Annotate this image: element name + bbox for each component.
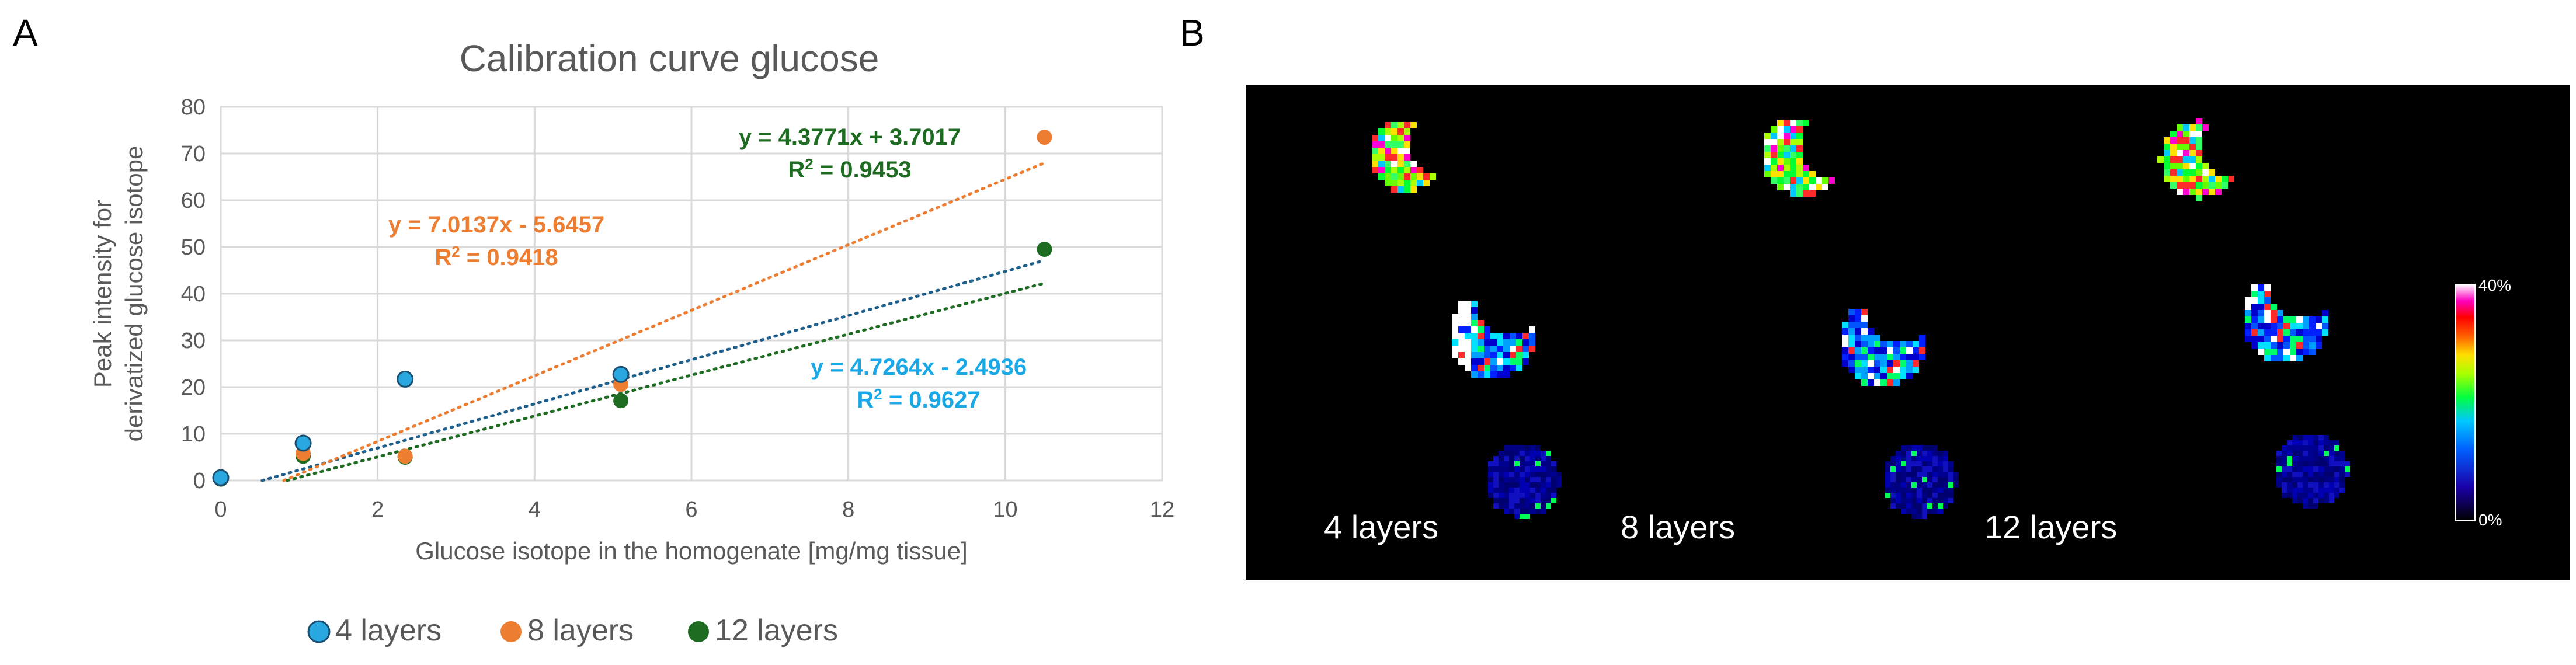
point-12-layers xyxy=(1037,242,1052,257)
tissue-top-12-layers xyxy=(2157,118,2234,201)
y-tick-label: 10 xyxy=(181,422,206,447)
x-tick-label: 10 xyxy=(993,497,1017,522)
tissue-mid-8-layers xyxy=(1842,309,1925,386)
x-tick-label: 12 xyxy=(1150,497,1174,522)
point-4-layers xyxy=(397,370,414,388)
y-tick-label: 30 xyxy=(181,329,206,353)
legend-label-8-layers: 8 layers xyxy=(527,614,634,647)
y-axis-label-line-2: derivatized glucose isotope xyxy=(120,146,148,442)
trendline-8-layers xyxy=(282,161,1046,482)
tissue-images xyxy=(1372,118,2350,519)
tissue-bottom-4-layers xyxy=(1488,445,1562,519)
chart-title: Calibration curve glucose xyxy=(460,37,879,79)
legend-label-12-layers: 12 layers xyxy=(715,614,838,647)
legend-marker-4-layers xyxy=(307,620,331,643)
x-axis-label: Glucose isotope in the homogenate [mg/mg… xyxy=(415,537,968,565)
r2-value-12-layers: 0.9453 xyxy=(840,157,911,183)
y-tick-label: 0 xyxy=(193,469,206,493)
tick-labels: 0 10 20 30 40 50 60 70 80 0 2 4 6 8 10 12 xyxy=(181,95,1174,522)
colorbar-gradient xyxy=(2455,284,2476,521)
panel-a-label: A xyxy=(13,12,38,54)
layer-label-8: 8 layers xyxy=(1621,509,1735,545)
tissue-top-4-layers xyxy=(1372,122,1436,193)
point-12-layers xyxy=(613,393,629,409)
legend-label-4-layers: 4 layers xyxy=(335,614,441,647)
r2-12-layers: R2 = 0.9453 xyxy=(788,155,911,183)
colorbar: 40% 0% xyxy=(2455,276,2511,529)
r2-value-8-layers: 0.9418 xyxy=(486,245,558,270)
legend-marker-12-layers xyxy=(688,621,709,642)
point-4-layers xyxy=(612,365,630,383)
x-tick-label: 6 xyxy=(685,497,697,522)
colorbar-min-label: 0% xyxy=(2478,511,2502,529)
y-tick-label: 60 xyxy=(181,189,206,213)
equation-8-layers: y = 7.0137x - 5.6457 xyxy=(388,212,604,238)
calibration-chart: Calibration curve glucose 01020304050607… xyxy=(89,37,1174,647)
tissue-mid-12-layers xyxy=(2245,284,2328,361)
trendlines xyxy=(260,161,1046,482)
y-tick-label: 80 xyxy=(181,95,206,120)
ms-imaging-panel: 4 layers 8 layers 12 layers 40% 0% xyxy=(1246,85,2570,580)
equation-12-layers: y = 4.3771x + 3.7017 xyxy=(739,124,961,150)
trendline-12-layers xyxy=(286,281,1046,482)
layer-label-12: 12 layers xyxy=(1984,509,2117,545)
y-tick-label: 40 xyxy=(181,282,206,307)
legend-marker-8-layers xyxy=(500,621,522,642)
tissue-top-8-layers xyxy=(1764,120,1835,197)
point-8-layers xyxy=(397,448,413,464)
y-tick-label: 20 xyxy=(181,375,206,400)
tissue-bottom-12-layers xyxy=(2276,435,2350,509)
y-axis-label-line-1: Peak intensity for xyxy=(89,200,116,388)
equation-4-layers: y = 4.7264x - 2.4936 xyxy=(811,354,1027,380)
colorbar-max-label: 40% xyxy=(2478,276,2511,294)
point-4-layers xyxy=(212,469,230,486)
tissue-bottom-8-layers xyxy=(1885,445,1959,519)
panel-b-label: B xyxy=(1180,12,1205,54)
y-tick-label: 70 xyxy=(181,142,206,166)
x-tick-label: 2 xyxy=(371,497,384,522)
layer-label-4: 4 layers xyxy=(1324,509,1438,545)
y-tick-label: 50 xyxy=(181,235,206,260)
r2-4-layers: R2 = 0.9627 xyxy=(857,385,980,413)
point-4-layers xyxy=(294,434,312,452)
r2-value-4-layers: 0.9627 xyxy=(909,387,980,413)
tissue-mid-4-layers xyxy=(1452,301,1535,378)
x-tick-label: 8 xyxy=(842,497,854,522)
grid-lines xyxy=(220,106,1163,482)
legend: 4 layers 8 layers 12 layers xyxy=(307,614,838,647)
trendline-4-layers xyxy=(260,259,1046,482)
x-tick-label: 0 xyxy=(214,497,227,522)
data-points xyxy=(212,130,1052,487)
x-tick-label: 4 xyxy=(529,497,541,522)
point-8-layers xyxy=(1037,130,1052,145)
